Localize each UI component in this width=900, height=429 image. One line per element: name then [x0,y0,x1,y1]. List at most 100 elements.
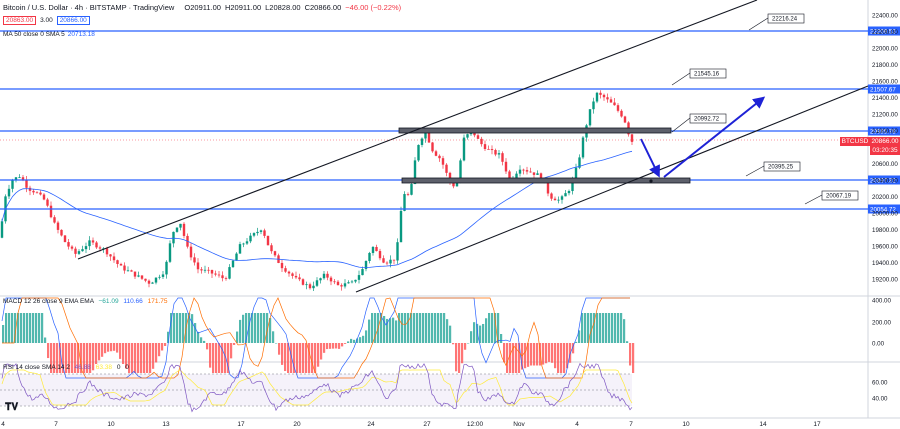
macd-histogram-bar [452,343,455,345]
macd-histogram-bar [116,343,119,353]
macd-histogram-bar [281,343,284,365]
candle-body [63,235,67,243]
macd-histogram-bar [350,338,353,343]
candle-body [168,243,172,262]
macd-histogram-bar [401,313,404,343]
macd-histogram-bar [386,318,389,343]
candle-body [0,221,4,238]
candle-body [280,262,284,269]
macd-histogram-bar [599,313,602,343]
candle-body [200,269,203,271]
macd-histogram-bar [545,343,548,364]
candle-body [84,246,88,250]
candle-body [427,131,431,143]
macd-histogram-bar [146,343,149,373]
macd-histogram-bar [434,313,437,343]
macd-histogram-bar [293,343,296,373]
candle-body [18,177,21,179]
macd-histogram-bar [110,343,113,352]
macd-histogram-bar [8,313,11,343]
macd-legend[interactable]: MACD 12 26 close 9 EMA EMA −61.09 110.66… [3,298,168,305]
candle-body [578,157,581,168]
macd-histogram-bar [59,343,62,373]
macd-histogram-bar [53,343,56,373]
candle-body [112,256,116,261]
macd-histogram-bar [308,343,311,373]
macd-histogram-bar [422,313,425,343]
macd-pane [1,297,635,379]
macd-histogram-bar [161,343,164,351]
candle-body [497,153,501,155]
time-axis-label: 4 [1,421,5,428]
ma-legend[interactable]: MA 50 close 0 SMA 5 20713.18 [3,31,95,38]
macd-histogram-bar [317,343,320,367]
chart-title[interactable]: Bitcoin / U.S. Dollar · 4h · BITSTAMP · … [3,3,175,12]
callout-box [821,190,859,201]
macd-histogram-bar [557,343,560,373]
callout-leader [671,117,691,133]
rsi-legend[interactable]: RSI 14 close SMA 14 2 46.88 63.38 0 0 [3,364,129,371]
macd-histogram-bar [176,313,179,343]
macd-histogram-bar [485,318,488,343]
candle-body [364,261,368,270]
time-axis-label: 14 [759,421,767,428]
macd-histogram-bar [314,343,317,373]
level-price-text: 20397.32 [870,177,896,184]
candle-body [602,94,606,98]
candle-body [557,199,560,201]
candle-body [119,264,123,266]
macd-histogram-bar [11,313,14,343]
sell-button[interactable]: 20863.00 [3,16,37,25]
level-price-tag [868,126,900,136]
price-axis-label: 20600.00 [872,161,898,168]
candle-body [32,190,35,193]
candle-body [67,242,70,247]
time-axis-label: 7 [629,421,633,428]
buy-button[interactable]: 20866.00 [56,16,90,25]
candle-body [291,273,294,276]
time-axis-label: 20 [293,421,301,428]
candle-body [616,105,620,111]
macd-histogram-bar [632,343,635,373]
time-axis-label: 13 [162,421,170,428]
price-axis-label: 22400.00 [872,13,898,20]
macd-histogram-bar [344,343,347,344]
candle-body [207,269,210,271]
macd-histogram-bar [209,343,212,368]
macd-histogram-bar [374,313,377,343]
macd-histogram-bar [272,331,275,343]
macd-histogram-bar [503,343,506,363]
candle-body [518,169,522,174]
candle-body [242,243,245,245]
ohlc-values: O20911.00 H20911.00 L20828.00 C20866.00 −46.… [184,3,402,12]
candle-body [35,192,39,194]
macd-histogram-bar [245,313,248,343]
candle-body [613,102,616,106]
candle-body [375,246,378,252]
candle-body [158,276,161,278]
macd-axis-label: 200.00 [872,320,891,327]
signal-line [2,297,630,379]
macd-histogram-bar [47,343,50,359]
price-axis-label: 22200.00 [872,29,898,36]
candle-body [266,235,270,246]
macd-histogram-bar [467,343,470,344]
macd-histogram-bar [533,343,536,366]
macd-histogram-bar [563,343,566,373]
candle-body [420,138,424,145]
candle-body [301,279,305,285]
candle-body [161,274,165,277]
macd-histogram-bar [491,313,494,343]
macd-histogram-bar [257,313,260,343]
candle-body [567,191,571,194]
candle-body [235,253,238,261]
macd-histogram-bar [428,313,431,343]
candle-body [210,269,214,274]
candle-body [623,116,627,123]
resistance-zone [398,127,672,134]
candle-body [515,173,518,178]
macd-histogram-bar [518,343,521,373]
macd-histogram-bar [197,331,200,343]
macd-histogram-bar [221,343,224,373]
